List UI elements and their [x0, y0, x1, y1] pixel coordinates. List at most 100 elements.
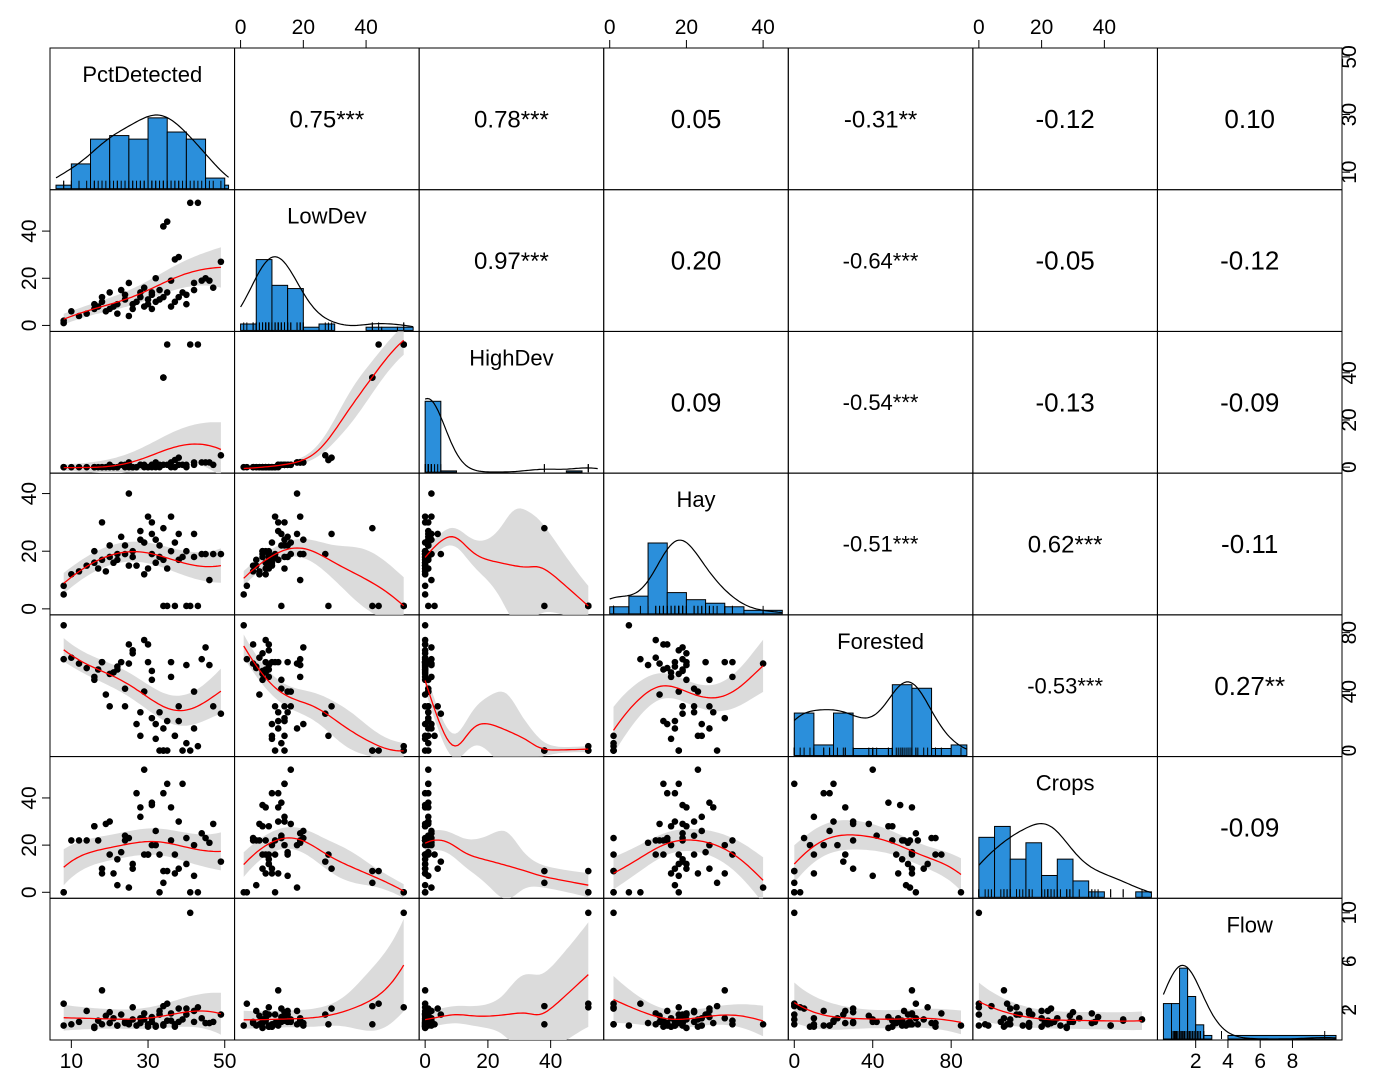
scatter-panel-highdev-vs-pctdetected	[60, 341, 225, 474]
scatter-point	[729, 658, 736, 666]
scatter-point	[541, 879, 548, 887]
scatter-point	[667, 822, 675, 830]
tick-label: 6	[1338, 955, 1361, 967]
scatter-point	[709, 708, 717, 716]
scatter-point	[721, 841, 729, 849]
histogram-bar	[365, 326, 383, 331]
scatter-point	[91, 1023, 98, 1031]
scatter-point	[144, 296, 152, 303]
scatter-point	[663, 789, 671, 797]
scatter-point	[252, 556, 260, 564]
scatter-panel-hay-vs-pctdetected	[60, 490, 225, 610]
tick-label: 20	[292, 16, 315, 39]
scatter-point	[721, 870, 729, 877]
scatter-point	[1025, 1021, 1033, 1028]
scatter-point	[271, 658, 279, 666]
scatter-point	[421, 841, 429, 849]
scatter-point	[94, 837, 102, 844]
scatter-point	[841, 804, 849, 811]
scatter-point	[259, 676, 266, 684]
scatter-point	[437, 858, 445, 865]
scatter-point	[268, 1023, 276, 1031]
scatter-point	[729, 673, 736, 681]
scatter-point	[759, 660, 767, 667]
tick-label: 40	[18, 219, 41, 242]
scatter-point	[610, 742, 617, 750]
density-curve	[1162, 964, 1337, 1040]
scatter-point	[690, 1007, 698, 1015]
scatter-point	[721, 1014, 729, 1022]
scatter-point	[278, 542, 285, 549]
scatter-point	[790, 1011, 798, 1018]
scatter-point	[369, 524, 376, 532]
scatter-point	[667, 669, 675, 676]
scatter-point	[434, 703, 441, 710]
scatter-point	[148, 714, 156, 722]
scatter-point	[125, 641, 133, 648]
tick-label: 4	[1222, 1050, 1234, 1072]
scatter-point	[820, 1007, 828, 1015]
scatter-point	[671, 717, 679, 725]
scatter-point	[675, 780, 683, 788]
scatter-point	[278, 530, 285, 538]
scatter-point	[137, 708, 144, 716]
scatter-point	[202, 834, 209, 842]
scatter-point	[428, 884, 435, 891]
scatter-point	[1119, 1016, 1127, 1023]
scatter-point	[75, 837, 83, 844]
scatter-point	[541, 867, 548, 875]
scatter-point	[1003, 1000, 1011, 1007]
scatter-point	[284, 851, 291, 858]
scatter-point	[265, 661, 273, 669]
scatter-point	[1066, 1018, 1074, 1026]
scatter-point	[610, 909, 617, 917]
scatter-point	[144, 641, 152, 648]
scatter-point	[694, 1023, 702, 1031]
scatter-point	[140, 284, 148, 291]
scatter-point	[421, 591, 429, 598]
smooth-line	[243, 339, 405, 470]
scatter-point	[293, 725, 301, 732]
scatter-point	[274, 818, 282, 825]
scatter-point	[106, 289, 113, 296]
scatter-point	[163, 747, 171, 754]
scatter-point	[163, 867, 171, 875]
scatter-point	[810, 870, 818, 877]
correlation-label: 0.75***	[289, 106, 364, 133]
scatter-point	[148, 289, 156, 296]
scatter-point	[660, 1023, 667, 1031]
scatter-point	[256, 568, 263, 575]
scatter-point	[114, 881, 121, 889]
scatter-point	[437, 710, 445, 718]
scatter-point	[171, 602, 179, 610]
scatter-point	[278, 1005, 285, 1012]
scatter-point	[140, 636, 148, 644]
scatter-panel-forested-vs-highdev	[421, 621, 592, 757]
histogram-bar	[440, 470, 458, 473]
confidence-band	[63, 638, 221, 726]
scatter-point	[400, 341, 408, 348]
scatter-point	[125, 312, 133, 320]
scatter-point	[421, 804, 429, 811]
scatter-point	[675, 747, 683, 754]
scatter-point	[148, 305, 156, 313]
scatter-point	[790, 1021, 798, 1028]
scatter-point	[163, 602, 171, 610]
scatter-point	[421, 881, 429, 889]
scatter-point	[421, 570, 429, 578]
correlation-label: -0.54***	[843, 390, 919, 415]
scatter-point	[428, 1007, 435, 1015]
scatter-point	[133, 298, 140, 306]
scatter-point	[904, 1011, 912, 1018]
scatter-point	[706, 725, 713, 732]
scatter-point	[428, 725, 435, 732]
scatter-point	[694, 870, 702, 877]
scatter-point	[278, 739, 285, 747]
scatter-point	[1094, 1013, 1102, 1021]
scatter-point	[163, 1000, 171, 1007]
scatter-point	[91, 547, 98, 555]
histogram-bar	[852, 747, 874, 757]
scatter-point	[679, 1018, 686, 1026]
scatter-point	[908, 987, 916, 994]
